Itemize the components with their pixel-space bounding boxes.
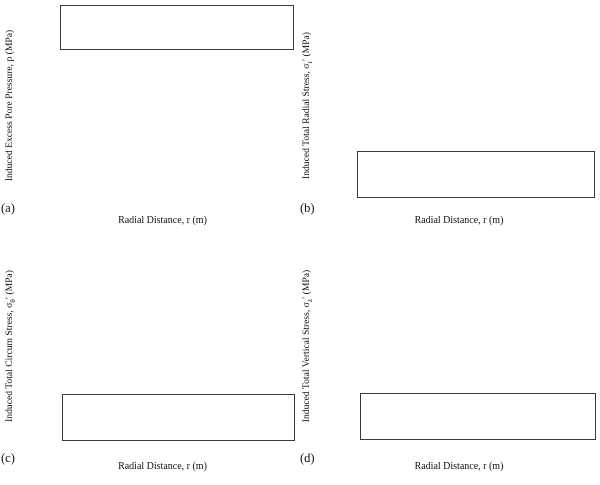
subplot-letter-c: (c) xyxy=(1,451,15,465)
legend-d xyxy=(360,393,596,440)
y-axis-label-b: Induced Total Radial Stress, σr′ (MPa) xyxy=(301,32,314,179)
x-axis-label-b: Radial Distance, r (m) xyxy=(414,215,504,226)
legend-a xyxy=(60,5,294,50)
y-axis-label-a: Induced Excess Pore Pressure, p (MPa) xyxy=(4,29,15,182)
legend-c xyxy=(62,394,295,441)
x-axis-label-a: Radial Distance, r (m) xyxy=(118,215,207,226)
x-axis-label-c: Radial Distance, r (m) xyxy=(118,461,207,472)
y-axis-label-d: Induced Total Vertical Stress, σz′ (MPa) xyxy=(301,269,314,423)
x-axis-label-d: Radial Distance, r (m) xyxy=(414,461,504,472)
y-axis-label-c: Induced Total Circum Stress, σθ′ (MPa) xyxy=(4,270,17,422)
subplot-letter-d: (d) xyxy=(300,451,315,465)
legend-b xyxy=(357,151,595,198)
subplot-letter-b: (b) xyxy=(300,201,315,215)
subplot-letter-a: (a) xyxy=(1,201,15,215)
